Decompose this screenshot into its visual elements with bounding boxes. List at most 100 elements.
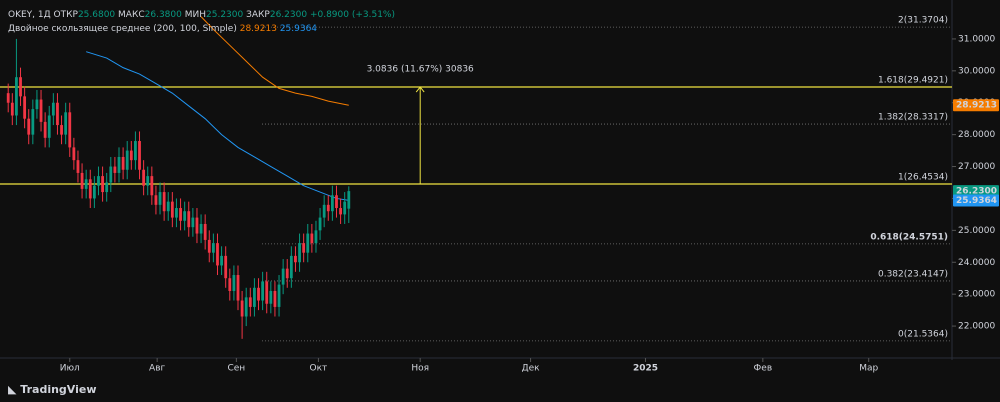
candle-body: [294, 255, 297, 263]
candle-body: [339, 208, 342, 215]
candle-body: [109, 166, 113, 183]
candle-body: [203, 223, 207, 240]
candle-body: [125, 150, 129, 170]
candle-body: [318, 217, 322, 231]
price-tag: [953, 99, 999, 112]
candle-body: [298, 243, 301, 263]
candle-body: [335, 195, 338, 209]
candle-body: [76, 160, 80, 173]
candle-body: [43, 121, 47, 138]
moving-average: [86, 51, 349, 201]
candle-body: [273, 290, 277, 307]
ohlc-value: 25.2300: [206, 10, 244, 20]
arrow-head: [415, 86, 425, 93]
candle-body: [60, 125, 63, 135]
ohlc-value: 26.2300: [269, 10, 308, 20]
candle-body: [146, 176, 150, 186]
ohlc-key: МИН: [184, 10, 206, 20]
candle-body: [15, 77, 18, 116]
candle-body: [150, 176, 154, 196]
candle-body: [253, 287, 256, 307]
candle-body: [129, 150, 133, 161]
candle-body: [10, 102, 14, 116]
candle-body: [92, 185, 96, 199]
ohlc-key: ЗАКР: [246, 10, 270, 20]
candle-body: [244, 297, 248, 317]
candle-body: [88, 179, 92, 199]
candle-body: [236, 275, 240, 301]
moving-average: [200, 16, 349, 106]
candle-body: [134, 141, 137, 161]
candle-body: [117, 156, 121, 173]
candle-body: [179, 208, 182, 221]
measure-label: 3.0836 (11.67%) 30836: [367, 65, 474, 75]
candle-body: [281, 268, 285, 285]
candle-body: [166, 201, 170, 212]
candle-body: [64, 112, 68, 135]
indicator-line: Двойное скользящее среднее (200, 100, Si…: [8, 22, 395, 36]
indicator: Двойное скользящее среднее (200, 100, Si…: [8, 24, 237, 34]
candle-body: [322, 204, 326, 218]
candle-body: [330, 195, 334, 212]
x-tick-label: Мар: [859, 364, 878, 374]
fib-label: 0.618(24.5751): [870, 232, 948, 242]
y-tick-label: 28.0000: [958, 130, 995, 140]
candle-body: [31, 109, 35, 135]
candle-body: [158, 192, 162, 205]
price-tag: [953, 185, 999, 198]
candle-body: [68, 112, 72, 148]
candle-body: [105, 182, 109, 193]
candle-body: [302, 243, 306, 253]
candle-body: [343, 201, 347, 215]
candle-body: [191, 217, 195, 228]
ohlc-value: 26.3800: [144, 10, 182, 20]
x-tick-label: Июл: [60, 364, 80, 374]
y-tick-label: 22.0000: [958, 322, 995, 332]
candle-body: [289, 255, 293, 279]
candle-body: [285, 268, 289, 279]
candle-body: [347, 191, 351, 209]
y-tick-label: 27.0000: [958, 162, 995, 172]
fib-label: 0(21.5364): [898, 329, 948, 339]
x-tick-label: Дек: [522, 364, 541, 374]
candle-body: [154, 195, 158, 205]
price-tag-label: 26.2300: [956, 187, 997, 197]
candle-body: [80, 172, 84, 189]
candle-body: [23, 96, 27, 119]
ohlc-key: ОТКР: [53, 10, 78, 20]
fib-label: 2(31.3704): [898, 16, 948, 26]
fib-label: 1.618(29.4921): [878, 76, 948, 86]
candle-body: [216, 243, 219, 266]
candle-body: [248, 297, 252, 307]
candle-body: [97, 176, 100, 186]
candle-body: [47, 115, 51, 138]
x-tick-label: Ноя: [411, 364, 429, 374]
candle-body: [277, 284, 281, 307]
candle-body: [310, 233, 314, 244]
plot-area: [0, 0, 952, 350]
ticker: OKEY, 1Д: [8, 10, 51, 20]
candle-body: [6, 93, 10, 103]
ohlc-line: OKEY, 1Д ОТКР25.6800 МАКС26.3800 МИН25.2…: [8, 8, 395, 22]
candle-body: [207, 239, 211, 253]
indicator-value: 25.9364: [279, 24, 318, 34]
y-tick-label: 24.0000: [958, 258, 995, 268]
ohlc-key: МАКС: [118, 10, 145, 20]
y-tick-label: 23.0000: [958, 290, 995, 300]
y-tick-label: 30.0000: [958, 66, 995, 76]
y-tick-label: 25.0000: [958, 226, 995, 236]
x-tick-label: Сен: [227, 364, 245, 374]
candle-body: [228, 278, 232, 291]
candle-body: [142, 169, 146, 186]
candle-body: [326, 204, 330, 212]
candle-body: [175, 208, 178, 218]
candle-body: [314, 230, 318, 244]
brand: ◣ TradingView: [8, 383, 97, 396]
candle-body: [56, 102, 59, 126]
candle-body: [84, 179, 88, 189]
candle-body: [19, 77, 22, 97]
candle-body: [199, 223, 203, 234]
candle-body: [240, 300, 244, 317]
candle-body: [72, 147, 76, 161]
y-tick-label: 31.0000: [958, 34, 995, 44]
